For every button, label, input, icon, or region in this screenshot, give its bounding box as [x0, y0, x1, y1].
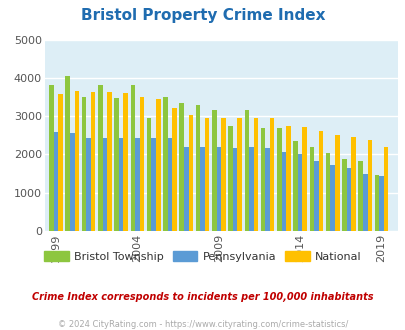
Bar — [374, 176, 378, 231]
Bar — [211, 111, 216, 231]
Bar — [139, 97, 144, 231]
Bar — [107, 92, 111, 231]
Bar — [98, 85, 102, 231]
Bar — [318, 131, 322, 231]
Bar — [49, 85, 53, 231]
Bar — [205, 118, 209, 231]
Bar — [378, 176, 383, 231]
Bar — [123, 93, 128, 231]
Bar — [237, 118, 241, 231]
Bar — [188, 115, 193, 231]
Bar — [260, 128, 265, 231]
Bar — [325, 152, 330, 231]
Bar — [221, 118, 225, 231]
Bar — [147, 118, 151, 231]
Bar — [163, 97, 167, 231]
Text: Crime Index corresponds to incidents per 100,000 inhabitants: Crime Index corresponds to incidents per… — [32, 292, 373, 302]
Bar — [65, 76, 70, 231]
Bar — [362, 174, 367, 231]
Bar — [286, 126, 290, 231]
Bar — [58, 94, 63, 231]
Bar — [281, 152, 286, 231]
Bar — [330, 165, 334, 231]
Bar — [81, 97, 86, 231]
Bar — [249, 147, 253, 231]
Bar — [244, 111, 249, 231]
Bar — [313, 161, 318, 231]
Bar — [200, 147, 205, 231]
Bar — [269, 118, 274, 231]
Bar — [277, 128, 281, 231]
Bar — [297, 154, 302, 231]
Bar — [334, 135, 339, 231]
Bar — [86, 138, 91, 231]
Bar — [265, 148, 269, 231]
Bar — [383, 147, 388, 231]
Bar — [151, 138, 156, 231]
Legend: Bristol Township, Pennsylvania, National: Bristol Township, Pennsylvania, National — [40, 247, 365, 267]
Bar — [216, 147, 221, 231]
Text: Bristol Property Crime Index: Bristol Property Crime Index — [81, 8, 324, 23]
Bar — [91, 92, 95, 231]
Bar — [253, 118, 258, 231]
Bar — [75, 90, 79, 231]
Bar — [341, 159, 346, 231]
Bar — [358, 161, 362, 231]
Bar — [135, 138, 139, 231]
Bar — [228, 126, 232, 231]
Bar — [302, 127, 306, 231]
Bar — [346, 168, 350, 231]
Bar — [156, 99, 160, 231]
Bar — [172, 108, 177, 231]
Bar — [102, 138, 107, 231]
Bar — [309, 147, 313, 231]
Bar — [119, 138, 123, 231]
Bar — [70, 133, 75, 231]
Bar — [179, 103, 183, 231]
Bar — [195, 105, 200, 231]
Bar — [114, 98, 119, 231]
Bar — [367, 140, 371, 231]
Bar — [183, 147, 188, 231]
Bar — [350, 137, 355, 231]
Bar — [167, 138, 172, 231]
Bar — [293, 141, 297, 231]
Bar — [53, 132, 58, 231]
Bar — [232, 148, 237, 231]
Text: © 2024 CityRating.com - https://www.cityrating.com/crime-statistics/: © 2024 CityRating.com - https://www.city… — [58, 320, 347, 329]
Bar — [130, 85, 135, 231]
